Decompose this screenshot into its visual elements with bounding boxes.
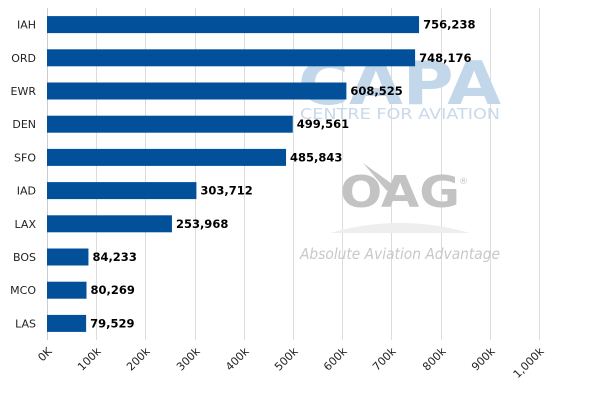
category-label: LAX	[15, 218, 37, 231]
data-label: 79,529	[90, 316, 134, 330]
x-axis-tick-labels: 0K 100k 200k 300k 400k 500k 600k 700k 800k 900k 1,…	[35, 344, 547, 381]
data-label: 80,269	[90, 283, 134, 297]
category-label: ORD	[11, 52, 36, 65]
bar	[47, 115, 293, 133]
oag-swoosh-icon	[363, 163, 395, 191]
category-axis-labels: IAH ORD EWR DEN SFO IAD LAX BOS MCO LAS	[10, 19, 36, 331]
bars	[47, 16, 420, 332]
x-tick-label: 600k	[321, 344, 350, 373]
bar	[47, 16, 420, 34]
category-label: SFO	[14, 151, 36, 164]
data-label: 608,525	[350, 84, 402, 98]
oag-reflection-shape	[330, 223, 470, 233]
bar	[47, 182, 197, 200]
category-label: BOS	[13, 251, 36, 264]
category-label: MCO	[10, 284, 36, 297]
category-label: LAS	[15, 317, 36, 330]
x-tick-label: 900k	[469, 344, 498, 373]
oag-registered-mark: ®	[459, 177, 468, 187]
x-tick-label: 400k	[223, 344, 252, 373]
bar	[47, 49, 416, 67]
category-label: EWR	[11, 85, 37, 98]
category-label: IAH	[17, 19, 36, 32]
data-labels: 756,238 748,176 608,525 499,561 485,843 303,7…	[90, 18, 475, 331]
x-tick-label: 1,000k	[511, 344, 547, 380]
x-tick-label: 700k	[370, 344, 399, 373]
bar	[47, 314, 87, 332]
data-label: 84,233	[92, 250, 136, 264]
x-tick-label: 100k	[75, 344, 104, 373]
bar	[47, 215, 172, 233]
capa-watermark-subtitle: CENTRE FOR AVIATION	[300, 105, 500, 123]
data-label: 303,712	[200, 184, 252, 198]
bar	[47, 82, 347, 100]
category-label: DEN	[12, 118, 36, 131]
bar	[47, 281, 87, 299]
x-tick-label: 0K	[35, 344, 55, 364]
data-label: 253,968	[176, 217, 228, 231]
x-tick-label: 800k	[420, 344, 449, 373]
category-label: IAD	[17, 185, 36, 198]
data-label: 756,238	[423, 18, 475, 32]
data-label: 499,561	[297, 117, 349, 131]
oag-watermark-tagline: Absolute Aviation Advantage	[299, 245, 500, 263]
data-label: 485,843	[290, 150, 342, 164]
bar	[47, 148, 287, 166]
bar	[47, 248, 89, 266]
oag-watermark-logo: OAG	[340, 167, 460, 218]
x-tick-label: 200k	[124, 344, 153, 373]
x-tick-label: 300k	[174, 344, 203, 373]
data-label: 748,176	[419, 51, 471, 65]
x-tick-label: 500k	[272, 344, 301, 373]
